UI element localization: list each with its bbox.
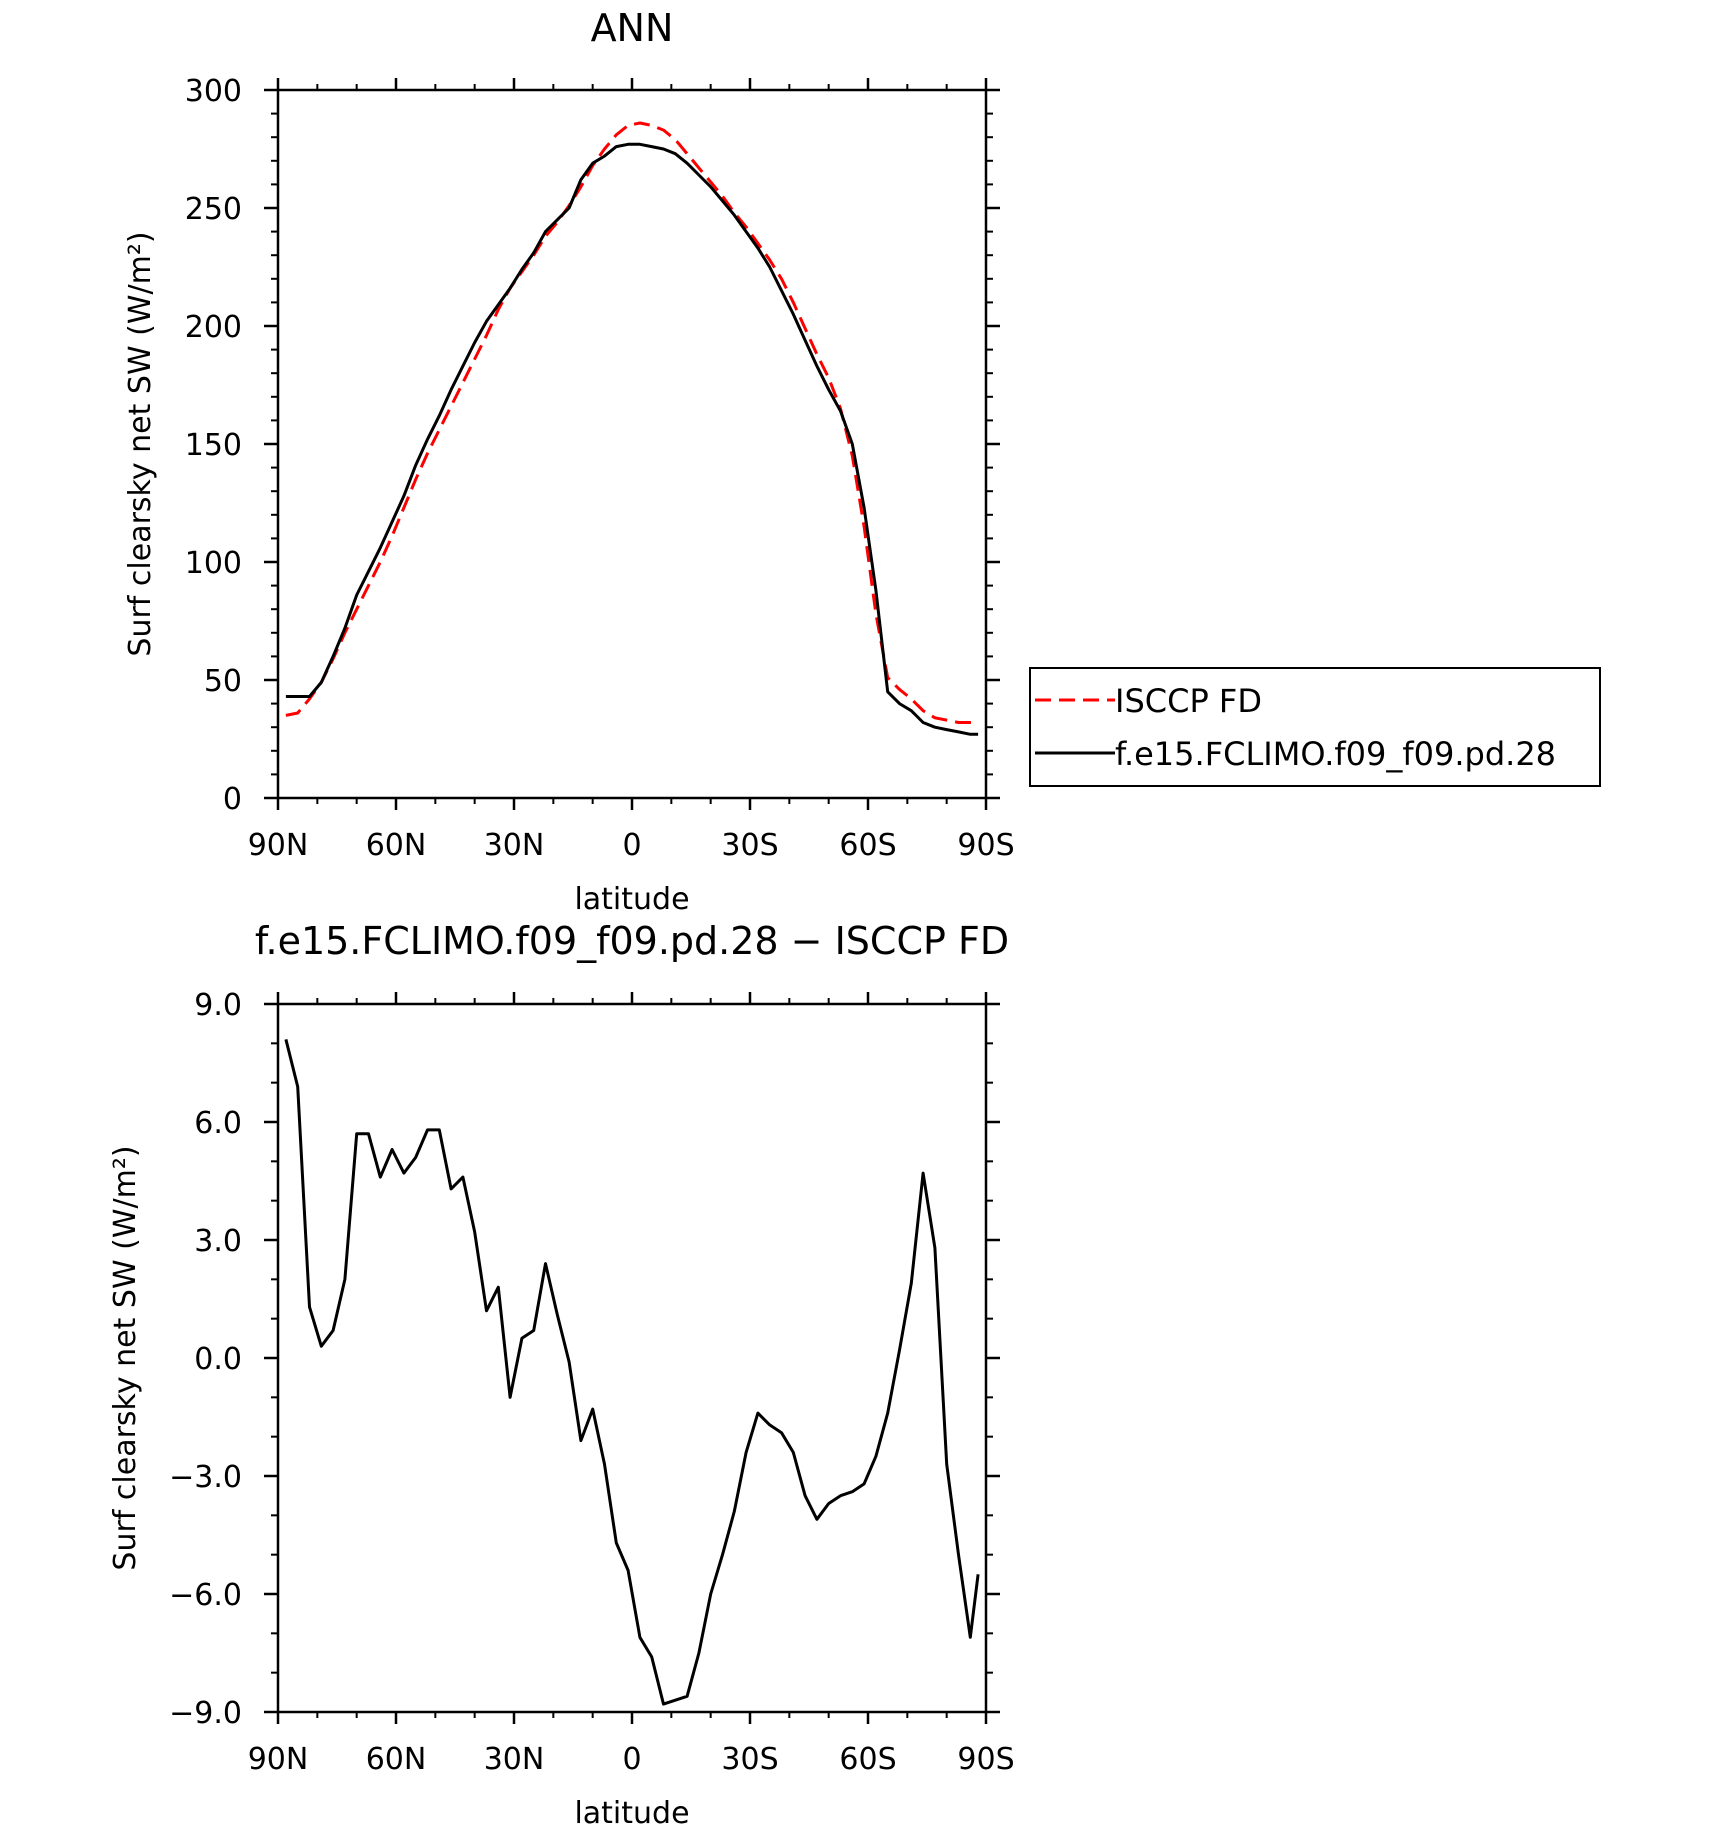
x-tick-label: 90N [248,1742,309,1777]
y-tick-label: 3.0 [194,1224,242,1259]
top-y-tick-labels: 0 50 100 150 200 250 300 [185,74,242,817]
legend-box [1029,667,1601,787]
top-x-tick-labels: 90N 60N 30N 0 30S 60S 90S [248,828,1015,863]
series-line-0-0 [285,121,979,724]
y-tick-label: 9.0 [194,988,242,1023]
y-tick-label: 200 [185,310,242,345]
x-tick-label: 90S [957,828,1014,863]
y-tick-label: 100 [185,546,242,581]
x-tick-label: 60S [839,1742,896,1777]
y-tick-label: −6.0 [169,1578,242,1613]
legend: ISCCP FD f.e15.FCLIMO.f09_f09.pd.28 [1029,667,1601,787]
legend-label-model: f.e15.FCLIMO.f09_f09.pd.28 [1115,735,1556,773]
bottom-axis-ticks [264,992,1000,1724]
x-tick-label: 90N [248,828,309,863]
x-tick-label: 60N [366,828,427,863]
y-tick-label: 0 [223,782,242,817]
x-tick-label: 30N [484,1742,545,1777]
x-tick-label: 30S [721,1742,778,1777]
bottom-x-tick-labels: 90N 60N 30N 0 30S 60S 90S [248,1742,1015,1777]
series-line-0-1 [285,142,979,736]
x-tick-label: 0 [622,828,641,863]
bottom-x-axis-title: latitude [574,1796,689,1831]
top-y-axis-title: Surf clearsky net SW (W/m²) [123,231,158,656]
top-x-axis-title: latitude [574,882,689,917]
y-tick-label: −3.0 [169,1460,242,1495]
top-plot-frame [276,88,988,800]
bottom-y-axis-title: Surf clearsky net SW (W/m²) [108,1145,143,1570]
top-panel: ANN 90N 60N 30N 0 30S 60S 90S 0 50 100 150 200 250 3… [123,6,1015,917]
x-tick-label: 60S [839,828,896,863]
y-tick-label: 250 [185,192,242,227]
bottom-plot-frame [276,1002,988,1714]
bottom-panel: f.e15.FCLIMO.f09_f09.pd.28 − ISCCP FD 90… [108,919,1015,1831]
y-tick-label: 6.0 [194,1106,242,1141]
bottom-plot-title: f.e15.FCLIMO.f09_f09.pd.28 − ISCCP FD [255,919,1009,963]
y-tick-label: 300 [185,74,242,109]
top-axis-ticks [264,78,1000,810]
y-tick-label: 150 [185,428,242,463]
x-tick-label: 30N [484,828,545,863]
top-plot-title: ANN [591,6,674,50]
series-line-1-0 [284,1039,980,1706]
bottom-series-layer [284,1039,980,1706]
x-tick-label: 90S [957,1742,1014,1777]
x-tick-label: 60N [366,1742,427,1777]
bottom-y-tick-labels: −9.0 −6.0 −3.0 0.0 3.0 6.0 9.0 [169,988,242,1731]
legend-label-isccp: ISCCP FD [1115,682,1262,720]
x-tick-label: 30S [721,828,778,863]
y-tick-label: 50 [204,664,242,699]
y-tick-label: 0.0 [194,1342,242,1377]
top-series-layer [285,121,979,736]
y-tick-label: −9.0 [169,1696,242,1731]
x-tick-label: 0 [622,1742,641,1777]
